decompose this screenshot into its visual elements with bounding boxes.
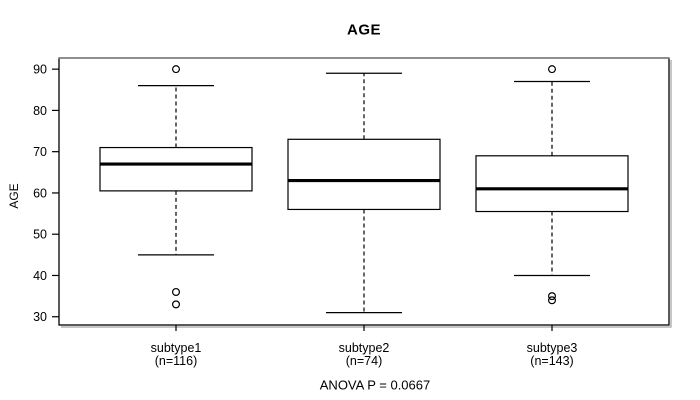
chart-title: AGE <box>346 21 382 39</box>
y-tick-label: 80 <box>33 104 47 118</box>
y-tick-label: 40 <box>33 269 47 283</box>
x-group-sublabel: (n=143) <box>530 354 573 368</box>
iqr-box <box>287 138 441 211</box>
y-tick-label: 30 <box>33 310 47 324</box>
y-tick-label: 90 <box>33 63 47 77</box>
outlier-point <box>547 292 556 301</box>
x-group-sublabel: (n=116) <box>155 354 198 368</box>
x-group-label: subtype2 <box>339 341 390 355</box>
x-group-label: subtype1 <box>151 341 202 355</box>
outlier-point <box>172 300 181 309</box>
outlier-point <box>547 296 556 305</box>
iqr-box <box>475 155 629 213</box>
outlier-point <box>547 65 556 74</box>
x-group-sublabel: (n=74) <box>346 354 382 368</box>
y-tick-label: 60 <box>33 186 47 200</box>
y-tick-label: 50 <box>33 228 47 242</box>
anova-annotation: ANOVA P = 0.0667 <box>319 377 431 393</box>
iqr-box <box>99 146 253 192</box>
outlier-point <box>172 65 181 74</box>
x-group-label: subtype3 <box>527 341 578 355</box>
outlier-point <box>172 287 181 296</box>
y-tick-label: 70 <box>33 145 47 159</box>
